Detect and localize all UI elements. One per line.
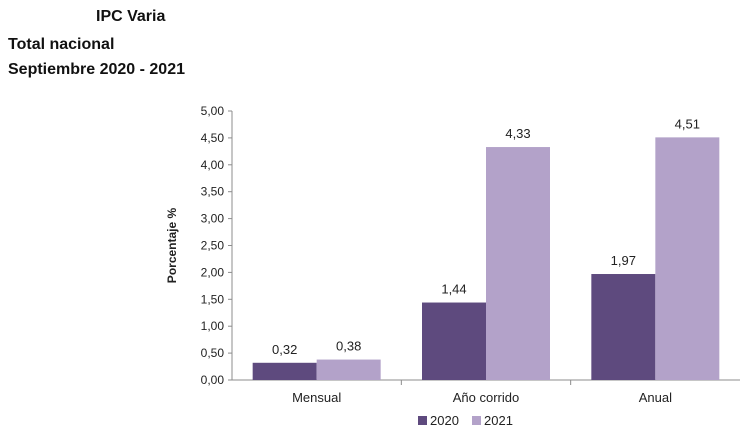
y-tick-label: 5,00: [201, 104, 225, 118]
legend-swatch-2020: [418, 416, 427, 425]
y-tick-label: 4,50: [201, 131, 225, 145]
y-tick-label: 4,00: [201, 158, 225, 172]
legend-label: 2021: [484, 413, 513, 428]
bar-2021-1: [486, 147, 550, 380]
data-label: 4,33: [505, 126, 530, 141]
chart-title-line-2: Total nacional: [8, 36, 115, 53]
legend-label: 2020: [430, 413, 459, 428]
x-category-label: Anual: [639, 390, 672, 405]
data-label: 4,51: [675, 116, 700, 131]
bar-2020-0: [252, 362, 317, 380]
data-label: 0,38: [336, 339, 361, 354]
y-tick-label: 2,50: [201, 239, 225, 253]
bar-2020-2: [591, 274, 656, 380]
y-tick-label: 0,00: [201, 373, 225, 387]
x-category-label: Mensual: [292, 390, 341, 405]
legend-swatch-2021: [472, 416, 481, 425]
y-tick-label: 1,50: [201, 292, 225, 306]
y-tick-label: 1,00: [201, 319, 225, 333]
y-tick-label: 0,50: [201, 346, 225, 360]
chart-title-line-3: Septiembre 2020 - 2021: [8, 61, 185, 78]
data-label: 1,97: [611, 253, 636, 268]
y-tick-label: 3,50: [201, 185, 225, 199]
data-label: 0,32: [272, 342, 297, 357]
bar-2021-2: [655, 137, 720, 380]
y-tick-label: 2,00: [201, 265, 225, 279]
bar-2020-1: [422, 302, 486, 380]
y-axis-title: Porcentaje %: [165, 207, 179, 283]
data-label: 1,44: [441, 282, 466, 297]
bar-2021-0: [316, 359, 381, 380]
chart-title-line-1: IPC Varia: [96, 8, 166, 25]
x-category-label: Año corrido: [453, 390, 519, 405]
y-tick-label: 3,00: [201, 212, 225, 226]
